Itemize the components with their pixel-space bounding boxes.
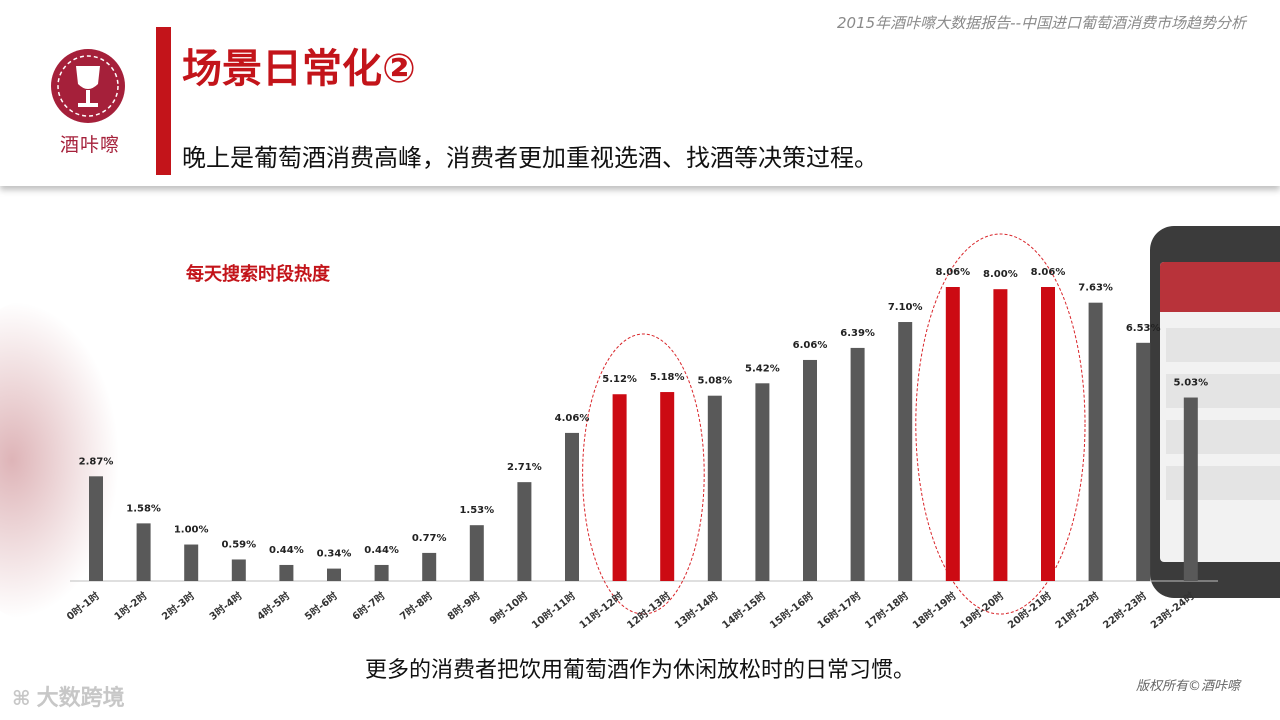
data-label: 7.63% [1078, 283, 1113, 294]
data-label: 8.06% [935, 267, 970, 278]
data-label: 6.39% [840, 328, 875, 339]
data-label: 0.44% [269, 545, 304, 556]
bar [469, 525, 484, 581]
x-tick-label: 0时-1时 [64, 589, 102, 623]
title-accent-bar [156, 27, 171, 175]
data-label: 0.77% [412, 533, 447, 544]
phone-screen-header [1160, 262, 1280, 312]
bar [993, 289, 1008, 581]
highlight-ellipse [915, 233, 1086, 615]
copyright: 版权所有©酒咔嚓 [1135, 679, 1240, 694]
bar [1088, 302, 1103, 581]
bar [231, 559, 246, 581]
bar [707, 395, 722, 581]
header: 2015年酒咔嚓大数据报告--中国进口葡萄酒消费市场趋势分析 酒咔嚓 场景日常化… [0, 0, 1280, 186]
x-tick-label: 4时-5时 [254, 589, 292, 623]
data-label: 0.34% [317, 549, 352, 560]
bar [1183, 397, 1198, 581]
data-label: 2.71% [507, 462, 542, 473]
data-label: 1.58% [126, 503, 161, 514]
bar [184, 544, 199, 581]
x-tick-label: 5时-6时 [302, 589, 340, 623]
x-tick-label: 10时-11时 [529, 589, 578, 631]
data-label: 1.53% [459, 505, 494, 516]
chart-title: 每天搜索时段热度 [186, 264, 330, 285]
x-tick-label: 14时-15时 [719, 589, 768, 631]
data-label: 6.53% [1126, 323, 1161, 334]
bar [1041, 287, 1055, 581]
data-label: 5.08% [697, 376, 732, 387]
x-tick-label: 7时-8时 [397, 589, 435, 623]
bar [517, 482, 532, 581]
data-label: 5.03% [1173, 378, 1208, 389]
x-tick-label: 12时-13时 [624, 589, 673, 631]
data-label: 6.06% [793, 340, 828, 351]
subtitle: 晚上是葡萄酒消费高峰，消费者更加重视选酒、找酒等决策过程。 [182, 144, 878, 172]
x-tick-label: 8时-9时 [445, 589, 483, 623]
bar [850, 347, 865, 581]
data-label: 0.59% [221, 539, 256, 550]
data-label: 7.10% [888, 302, 923, 313]
x-tick-label: 9时-10时 [487, 589, 530, 627]
bar [136, 523, 151, 581]
page-title: 场景日常化② [182, 46, 416, 92]
bar [327, 568, 341, 581]
bar [279, 564, 294, 581]
x-tick-label: 6时-7时 [349, 589, 387, 623]
x-tick-label: 11时-12时 [576, 589, 625, 631]
watermark-text: 大数跨境 [36, 686, 125, 711]
bar [660, 392, 675, 581]
report-title: 2015年酒咔嚓大数据报告--中国进口葡萄酒消费市场趋势分析 [836, 14, 1246, 32]
x-tick-label: 21时-22时 [1052, 589, 1101, 631]
x-tick-label: 13时-14时 [672, 589, 721, 631]
data-label: 4.06% [555, 413, 590, 424]
x-tick-label: 16时-17时 [814, 589, 863, 631]
bar [1136, 342, 1151, 581]
bar [612, 394, 627, 581]
bar [945, 287, 960, 581]
bar [755, 383, 770, 581]
x-tick-label: 15时-16时 [767, 589, 816, 631]
bar [803, 359, 817, 581]
bar [89, 476, 103, 581]
x-tick-label: 2时-3时 [159, 589, 197, 623]
x-tick-label: 1时-2时 [111, 589, 149, 623]
watermark-logo-icon: ⌘ [12, 686, 31, 710]
x-tick-label: 3时-4时 [207, 589, 245, 623]
bar [898, 322, 913, 581]
x-tick-label: 23时-24时 [1148, 589, 1197, 631]
logo-text: 酒咔嚓 [59, 134, 120, 156]
x-tick-label: 20时-21时 [1005, 589, 1054, 631]
data-label: 2.87% [79, 456, 114, 467]
data-label: 0.44% [364, 545, 399, 556]
data-label: 8.00% [983, 269, 1018, 280]
bar [565, 432, 579, 581]
data-label: 5.12% [602, 374, 637, 385]
x-tick-label: 22时-23时 [1100, 589, 1149, 631]
highlight-ellipse [582, 333, 705, 615]
x-tick-label: 18时-19时 [910, 589, 959, 631]
data-label: 1.00% [174, 525, 209, 536]
phone-illustration [1150, 226, 1280, 598]
x-tick-label: 17时-18时 [862, 589, 911, 631]
data-label: 5.18% [650, 372, 685, 383]
wine-glass-logo-icon [51, 49, 125, 123]
watermark: ⌘ 大数跨境 [12, 680, 125, 712]
bar [422, 552, 437, 581]
data-label: 8.06% [1031, 267, 1066, 278]
bar [374, 564, 389, 581]
data-label: 5.42% [745, 363, 780, 374]
phone-screen-row [1166, 328, 1280, 362]
caption: 更多的消费者把饮用葡萄酒作为休闲放松时的日常习惯。 [364, 658, 915, 683]
